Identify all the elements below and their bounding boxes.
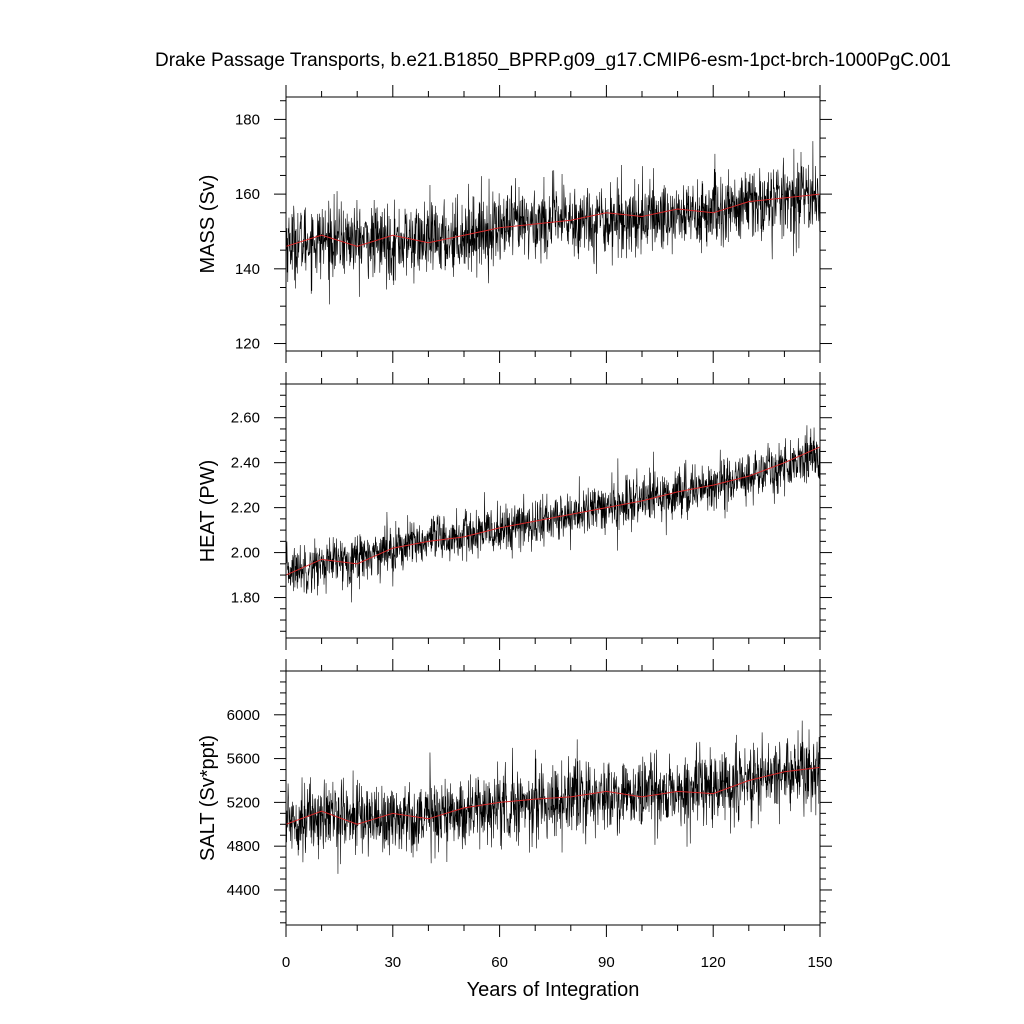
salt-y-tick-label: 6000 <box>227 707 260 724</box>
heat-raw-series-line <box>286 425 820 603</box>
mass-y-tick-label: 140 <box>235 261 260 278</box>
panels: 120 140 160 180 MASS (Sv) 1.80 2.00 2.20 2.40 2.6… <box>197 85 833 971</box>
heat-panel: 1.80 2.00 2.20 2.40 2.60 HEAT (PW) <box>197 372 832 650</box>
heat-y-tick-label: 1.80 <box>231 590 260 607</box>
mass-smoothed-series-line <box>286 193 820 247</box>
x-tick-label: 90 <box>598 954 615 971</box>
heat-y-axis-label: HEAT (PW) <box>197 460 219 563</box>
salt-y-tick-label: 4800 <box>227 838 260 855</box>
mass-plot-frame <box>285 96 821 352</box>
x-axis-label: Years of Integration <box>467 979 640 1001</box>
salt-raw-series-line <box>286 720 820 874</box>
mass-panel: 120 140 160 180 MASS (Sv) <box>197 85 832 363</box>
mass-y-axis-label: MASS (Sv) <box>197 175 219 274</box>
heat-y-tick-label: 2.60 <box>231 410 260 427</box>
heat-smoothed-series-line <box>286 446 820 576</box>
heat-y-tick-label: 2.00 <box>231 545 260 562</box>
salt-smoothed-series-line <box>286 766 820 825</box>
salt-y-axis-label: SALT (Sv*ppt) <box>197 735 219 861</box>
x-tick-label: 60 <box>491 954 508 971</box>
mass-y-tick-label: 180 <box>235 111 260 128</box>
x-tick-label: 0 <box>282 954 290 971</box>
mass-y-tick-label: 160 <box>235 186 260 203</box>
salt-y-tick-label: 4400 <box>227 882 260 899</box>
x-tick-label: 120 <box>701 954 726 971</box>
salt-panel: 4400 4800 5200 5600 6000 0 30 60 90 120 150 SALT (S… <box>197 659 833 971</box>
heat-y-tick-label: 2.40 <box>231 455 260 472</box>
heat-y-tick-label: 2.20 <box>231 500 260 517</box>
mass-raw-series-line <box>286 141 820 305</box>
salt-y-tick-label: 5600 <box>227 751 260 768</box>
mass-y-tick-label: 120 <box>235 336 260 353</box>
x-tick-label: 30 <box>384 954 401 971</box>
chart-title: Drake Passage Transports, b.e21.B1850_BP… <box>155 50 951 71</box>
heat-plot-frame <box>285 383 821 639</box>
salt-plot-frame <box>285 670 821 926</box>
x-tick-label: 150 <box>807 954 832 971</box>
salt-y-tick-label: 5200 <box>227 794 260 811</box>
